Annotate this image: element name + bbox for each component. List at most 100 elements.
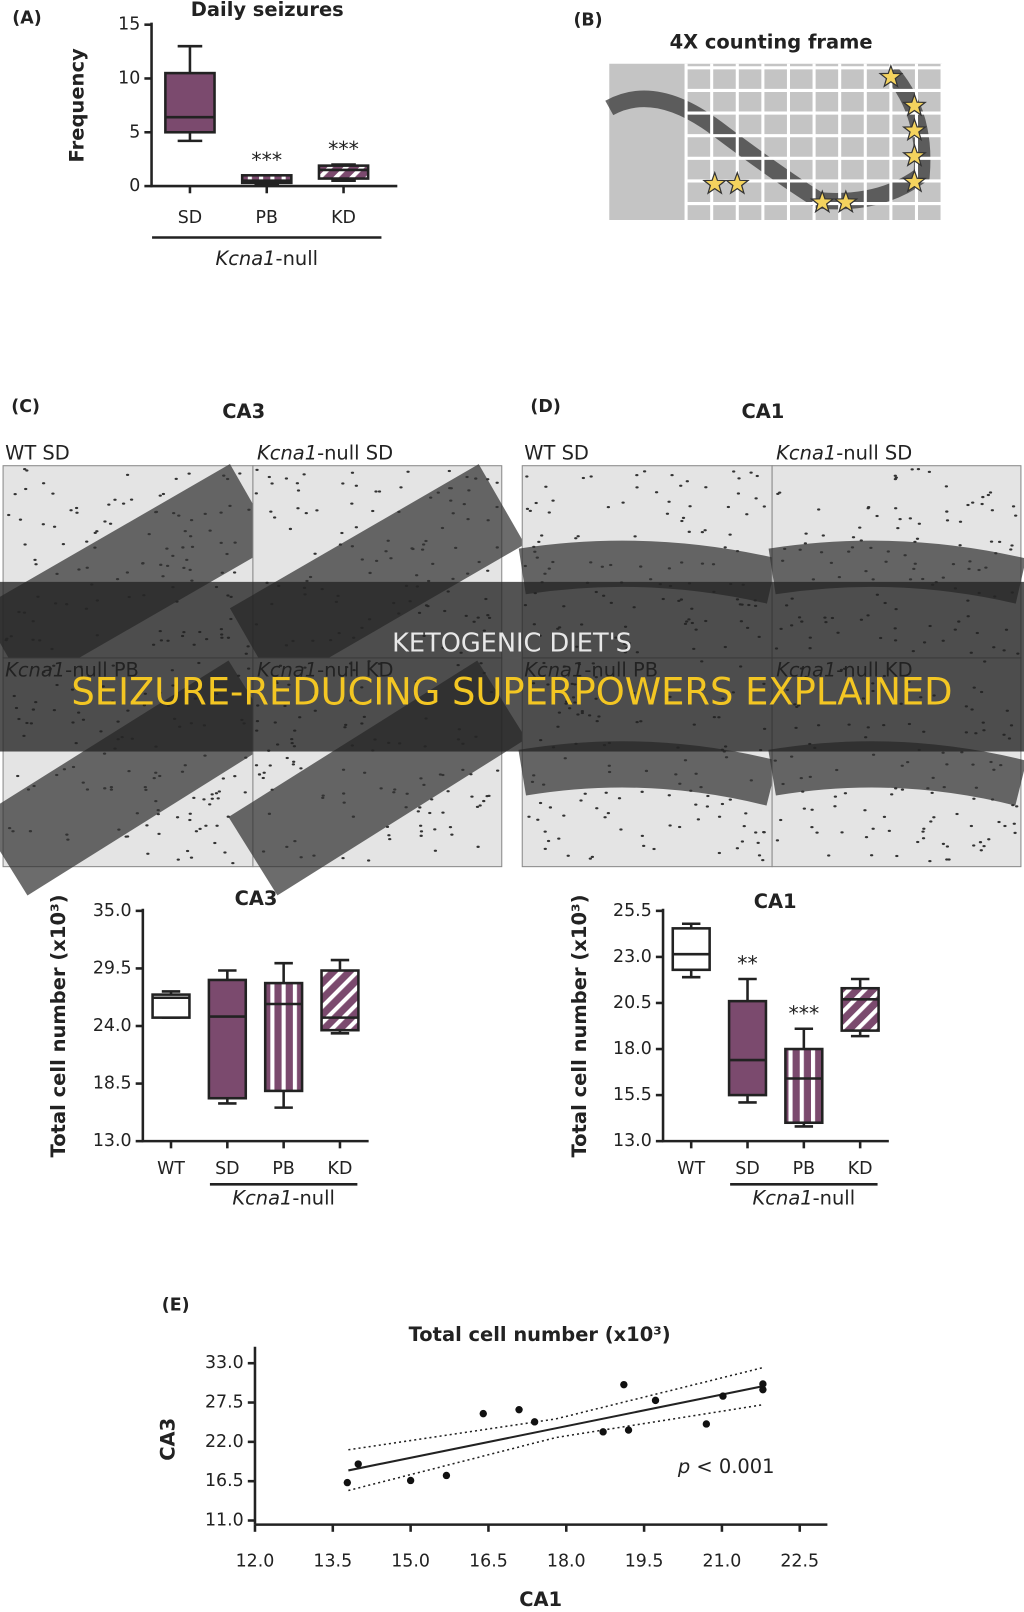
group-label-italic: Kcna1 [232, 1186, 292, 1209]
cell [34, 563, 38, 566]
cell-layer [518, 741, 778, 806]
x-tick-label: 13.5 [313, 1552, 352, 1572]
cell [906, 760, 910, 764]
cell [446, 790, 450, 793]
cell [871, 578, 875, 581]
cell [350, 471, 355, 474]
cell [551, 560, 555, 564]
cell [929, 820, 933, 823]
cell [208, 803, 212, 806]
cell [1011, 505, 1016, 508]
annotation-italic: p [677, 1455, 690, 1478]
cell [898, 518, 902, 521]
cell [180, 770, 185, 773]
cell [724, 756, 729, 759]
cell [621, 501, 625, 504]
point [620, 1380, 628, 1389]
group-label: Kcna1-null [753, 1186, 856, 1209]
cell [979, 849, 983, 852]
cell [988, 491, 993, 494]
cell [654, 491, 659, 494]
cell [225, 477, 230, 481]
cell [482, 799, 486, 803]
cell [680, 561, 684, 564]
cell [431, 562, 435, 566]
cell [172, 511, 176, 515]
cell [85, 566, 89, 569]
cell [736, 492, 741, 495]
point [759, 1380, 767, 1388]
cell [308, 575, 313, 579]
cell [887, 829, 891, 833]
cell [145, 824, 149, 827]
cell [389, 557, 393, 560]
cell [165, 564, 170, 567]
cell [182, 566, 186, 570]
cell [213, 841, 217, 845]
box-pattern [265, 983, 303, 1091]
cell [668, 824, 672, 827]
cell [108, 522, 113, 525]
cell [419, 830, 424, 833]
cell [603, 816, 607, 819]
cell [156, 812, 160, 816]
cell [419, 834, 423, 837]
cell [921, 830, 925, 833]
cell [871, 753, 876, 756]
cell [1011, 804, 1015, 807]
cell [642, 844, 646, 848]
cell [864, 569, 868, 573]
point [354, 1460, 362, 1468]
cell [351, 815, 356, 818]
cell [821, 534, 825, 537]
cell [837, 576, 842, 579]
cell [188, 818, 192, 822]
cell [984, 566, 988, 569]
cell [606, 811, 610, 815]
cell [295, 482, 300, 485]
cell [154, 771, 158, 774]
cell [908, 578, 913, 581]
cell [864, 836, 869, 839]
cell [1003, 824, 1007, 828]
banner-line2: SEIZURE-REDUCING SUPERPOWERS EXPLAINED [71, 670, 952, 713]
cell [960, 751, 964, 754]
cell [523, 564, 527, 568]
cell [969, 824, 974, 828]
cell [292, 760, 296, 763]
y-axis-label: CA3 [156, 1418, 179, 1461]
cell [466, 518, 470, 521]
cell [910, 468, 914, 471]
cell [890, 793, 894, 796]
cell [588, 857, 592, 860]
cell [454, 546, 458, 549]
cell [595, 807, 599, 810]
cell [811, 578, 816, 581]
cell [635, 474, 639, 477]
cell [735, 550, 740, 553]
chart-title: CA3 [235, 887, 278, 910]
point [759, 1385, 767, 1394]
cell [374, 559, 379, 563]
cell [749, 471, 753, 474]
cell [1009, 548, 1013, 551]
cell [900, 788, 905, 791]
cell [875, 514, 879, 518]
cell [254, 492, 258, 495]
cell [62, 768, 67, 771]
x-tick-label: WT [157, 1159, 185, 1179]
cell [703, 529, 707, 532]
cell [581, 476, 586, 480]
cell [783, 547, 787, 551]
cell [604, 791, 608, 794]
cell [915, 537, 920, 540]
cell [152, 777, 156, 780]
cell [532, 545, 536, 549]
cell [931, 776, 935, 779]
group-label-text: -null [276, 247, 318, 270]
box-outline [164, 71, 216, 134]
cell [262, 771, 266, 774]
cell [125, 473, 130, 476]
cell [225, 552, 229, 556]
